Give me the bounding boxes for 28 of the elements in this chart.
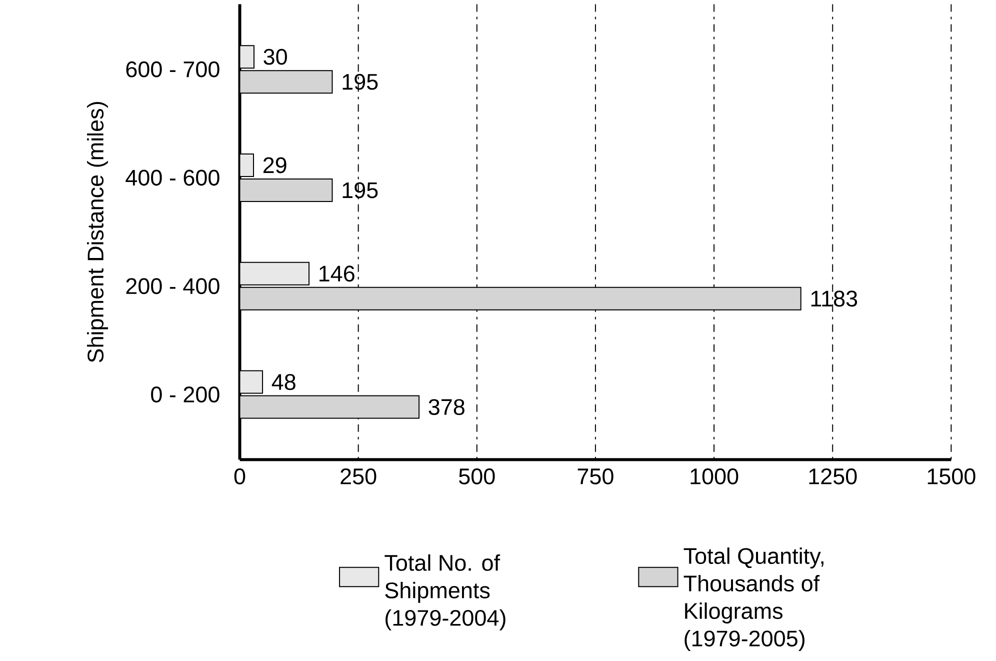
bar: [240, 370, 264, 394]
x-tick-label: 750: [578, 468, 614, 484]
x-tick-label: 1250: [809, 468, 857, 484]
data-label: 29: [263, 157, 286, 174]
bar: [240, 286, 802, 310]
bar: [240, 70, 333, 94]
y-tick-label: 600 - 700: [126, 61, 220, 78]
x-tick-label: 250: [340, 468, 376, 484]
data-label: 195: [342, 74, 378, 90]
x-tick-label: 1500: [928, 468, 976, 484]
data-label: 378: [428, 399, 464, 416]
bar: [240, 395, 420, 419]
x-tick-label: 1000: [690, 468, 738, 484]
data-label: 1183: [811, 290, 858, 307]
legend-label: Total Quantity, Thousands of Kilograms (1979-2005): [684, 548, 824, 652]
data-label: 48: [272, 374, 296, 390]
data-label: 146: [320, 266, 354, 282]
data-label: 30: [264, 48, 287, 65]
legend-label: Total No. of Shipments (1979-2004): [384, 554, 506, 630]
x-tick-label: 0: [234, 468, 246, 484]
data-label: 195: [342, 182, 378, 198]
y-axis-title: Shipment Distance (miles): [87, 102, 108, 362]
y-tick-label: 200 - 400: [126, 278, 220, 294]
bar: [240, 262, 310, 286]
bar: [240, 178, 333, 202]
y-tick-label: 400 - 600: [126, 170, 220, 186]
y-tick-label: 0 - 200: [151, 386, 220, 403]
x-tick-label: 500: [459, 468, 495, 484]
